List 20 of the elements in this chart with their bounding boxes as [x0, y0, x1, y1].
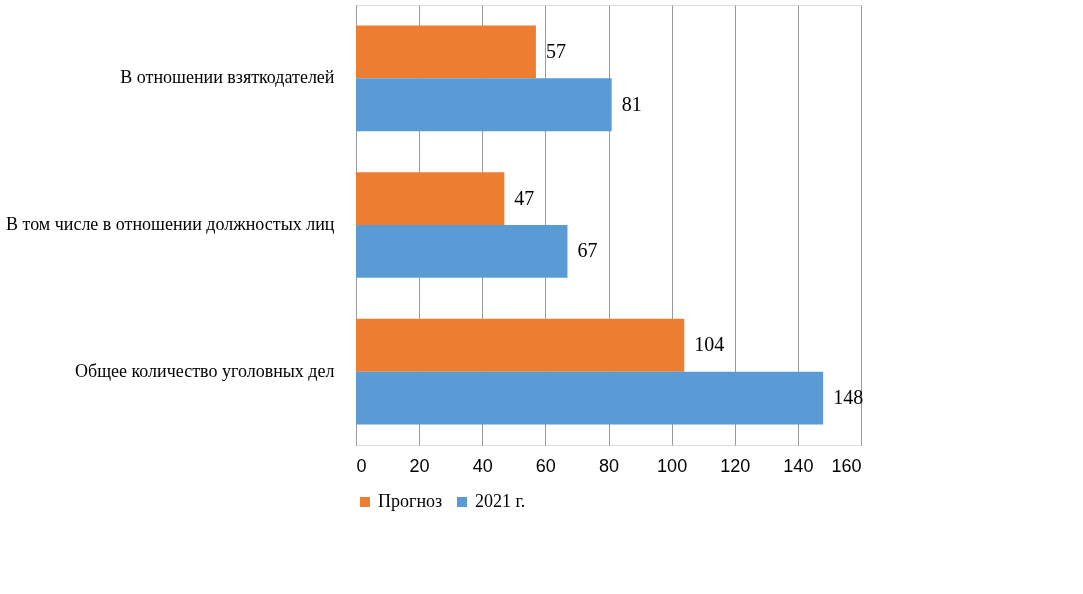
legend-label: Прогноз: [378, 491, 443, 511]
data-label: 57: [545, 39, 566, 62]
x-tick-label: 100: [657, 455, 688, 476]
data-label: 67: [577, 239, 598, 262]
x-tick-label: 0: [356, 455, 367, 476]
x-tick-label: 140: [783, 455, 814, 476]
data-label: 47: [514, 186, 535, 209]
x-tick-label: 80: [598, 455, 620, 476]
y-tick-label: В том числе в отношении должностых лиц: [6, 214, 335, 234]
x-tick-label: 160: [831, 455, 862, 476]
y-tick-label: В отношении взяткодателей: [120, 67, 335, 88]
data-label: 81: [621, 92, 642, 115]
x-tick-label: 120: [720, 455, 751, 476]
y-tick-label: Общее количество уголовных дел: [75, 360, 335, 381]
data-label: 148: [833, 386, 864, 409]
legend-label: 2021 г.: [475, 491, 526, 511]
data-label: 104: [694, 333, 725, 356]
x-tick-label: 20: [409, 455, 430, 476]
x-tick-label: 60: [535, 455, 556, 476]
x-tick-label: 40: [472, 455, 493, 476]
